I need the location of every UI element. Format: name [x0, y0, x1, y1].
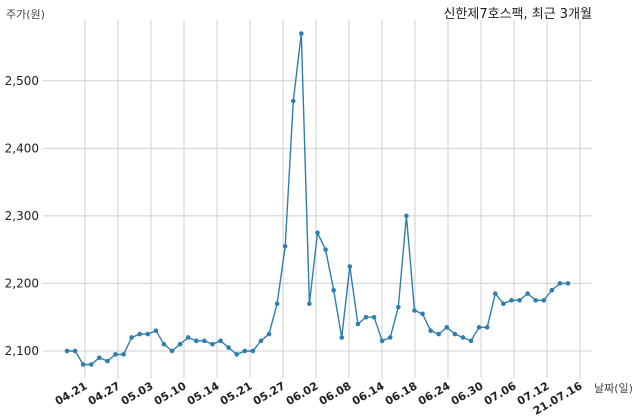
- y-tick-label: 2,500: [5, 74, 39, 88]
- x-tick-label: 06.14: [350, 379, 387, 408]
- data-point: [290, 98, 296, 104]
- data-point: [533, 298, 538, 303]
- data-point: [88, 362, 94, 367]
- data-point: [347, 264, 353, 269]
- x-tick-label: 07.06: [482, 379, 519, 408]
- data-point: [387, 335, 393, 340]
- y-tick-label: 2,200: [5, 276, 39, 290]
- data-point: [444, 325, 450, 330]
- y-tick-label: 2,400: [5, 141, 39, 155]
- x-tick-label: 06.30: [449, 379, 486, 408]
- data-point: [299, 31, 304, 36]
- data-point: [169, 348, 175, 354]
- x-tick-label: 05.14: [185, 379, 222, 408]
- data-point: [492, 291, 498, 296]
- data-point: [161, 341, 167, 347]
- data-point: [404, 213, 409, 219]
- data-point: [379, 338, 385, 344]
- data-point: [476, 325, 482, 330]
- y-tick-labels: 2,100 2,200 2,300 2,400 2,500: [5, 74, 39, 358]
- gridlines: [43, 20, 592, 378]
- y-tick-label: 2,100: [5, 344, 39, 358]
- data-point: [153, 328, 159, 334]
- data-point: [371, 314, 377, 320]
- data-point: [218, 338, 223, 344]
- price-series: [64, 31, 571, 367]
- data-point: [282, 243, 288, 249]
- data-point: [177, 341, 183, 347]
- data-point: [331, 287, 336, 293]
- data-point: [501, 301, 506, 306]
- data-point: [323, 247, 328, 252]
- data-point: [315, 230, 320, 236]
- x-tick-label: 06.08: [317, 379, 354, 408]
- x-tick-label: 05.21: [218, 379, 255, 408]
- data-point: [137, 331, 143, 337]
- data-point: [549, 287, 555, 293]
- data-point: [105, 358, 110, 364]
- data-point: [113, 352, 118, 357]
- data-point: [145, 331, 151, 337]
- data-point: [355, 321, 361, 327]
- data-point: [121, 352, 126, 357]
- data-point: [250, 348, 256, 354]
- data-point: [412, 308, 417, 313]
- data-point: [525, 291, 530, 296]
- x-tick-labels: 04.2104.2705.0305.1005.1405.2105.2706.02…: [53, 379, 585, 418]
- data-point: [452, 331, 458, 337]
- y-tick-label: 2,300: [5, 209, 39, 223]
- data-point: [64, 348, 70, 354]
- data-point: [396, 304, 401, 310]
- data-point: [460, 335, 466, 340]
- data-point: [274, 301, 280, 306]
- data-point: [420, 311, 425, 317]
- data-point: [484, 325, 490, 330]
- x-tick-label: 05.27: [251, 379, 288, 408]
- x-axis-label: 날짜(일): [594, 381, 633, 395]
- data-point: [428, 328, 433, 334]
- x-tick-label: 04.27: [86, 379, 123, 408]
- x-tick-label: 04.21: [53, 379, 90, 408]
- data-point: [436, 331, 442, 337]
- data-point: [242, 348, 248, 354]
- price-line: [67, 33, 568, 366]
- data-point: [307, 301, 312, 306]
- data-point: [234, 352, 239, 357]
- x-tick-label: 06.24: [416, 379, 453, 408]
- data-point: [557, 281, 563, 286]
- data-point: [258, 338, 264, 344]
- data-point: [80, 362, 86, 367]
- data-point: [468, 338, 474, 344]
- data-point: [363, 314, 369, 320]
- x-tick-label: 05.03: [119, 379, 156, 408]
- data-point: [185, 335, 191, 340]
- x-tick-label: 05.10: [152, 379, 189, 408]
- data-point: [202, 338, 207, 344]
- data-point: [72, 348, 78, 354]
- x-tick-label: 06.02: [284, 379, 321, 408]
- data-point: [509, 298, 514, 303]
- y-axis-label: 주가(원): [6, 8, 45, 21]
- data-point: [266, 331, 272, 337]
- data-point: [339, 335, 345, 340]
- x-tick-label: 06.18: [383, 379, 420, 408]
- data-point: [210, 341, 215, 347]
- data-point: [97, 355, 102, 361]
- data-point: [565, 281, 571, 286]
- data-point: [517, 298, 522, 303]
- data-point: [226, 345, 231, 350]
- data-point: [541, 298, 547, 303]
- chart-title: 신한제7호스팩, 최근 3개월: [443, 7, 592, 22]
- data-point: [129, 335, 134, 340]
- data-point: [193, 338, 199, 344]
